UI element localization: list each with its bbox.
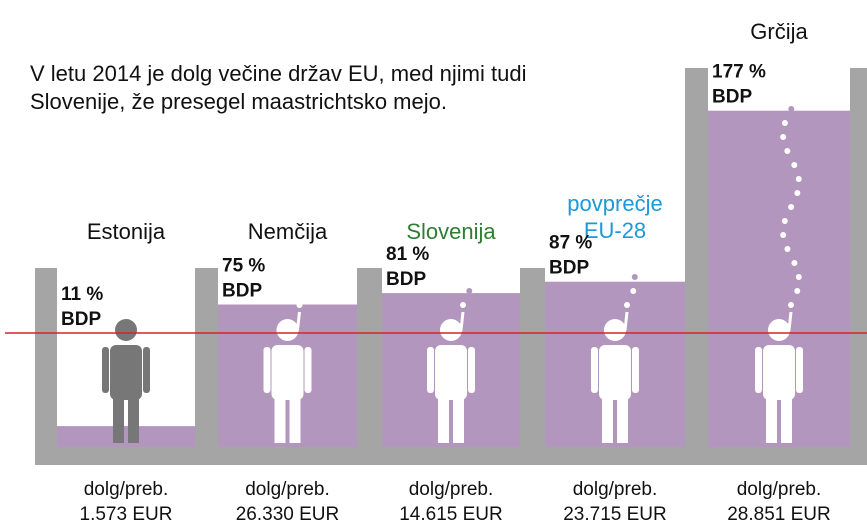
bubble (782, 218, 788, 224)
person-leg (128, 398, 139, 443)
bubble (466, 288, 472, 294)
bubble (624, 302, 630, 308)
bubble (794, 288, 800, 294)
footer-label: dolg/preb. (245, 479, 330, 500)
bubble (460, 302, 466, 308)
footer-label: dolg/preb. (84, 479, 169, 500)
label-line: EU-28 (584, 218, 646, 243)
debt-per-capita: 28.851 EUR (727, 504, 831, 525)
person-leg (617, 398, 628, 443)
value-label: 11 % (61, 284, 103, 305)
bubble (788, 302, 794, 308)
bubble (796, 274, 802, 280)
value-label: 177 % (712, 62, 766, 83)
person-body (599, 345, 631, 400)
bubble (791, 162, 797, 168)
person-arm (143, 347, 150, 393)
person-head (768, 319, 790, 341)
person-arm (591, 347, 598, 393)
debt-per-capita: 1.573 EUR (80, 504, 173, 525)
person-leg (602, 398, 613, 443)
footer-label: dolg/preb. (737, 479, 822, 500)
value-label: 81 % (386, 244, 429, 265)
person-body (110, 345, 142, 400)
label-line: povprečje (567, 191, 662, 216)
debt-per-capita: 23.715 EUR (563, 504, 667, 525)
person-leg (113, 398, 124, 443)
person-body (763, 345, 795, 400)
title-line: V letu 2014 je dolg večine držav EU, med… (30, 61, 526, 86)
unit-label: BDP (712, 87, 752, 108)
tank-wall (685, 68, 708, 447)
person-leg (290, 398, 301, 443)
footer-label: dolg/preb. (573, 479, 658, 500)
person-body (435, 345, 467, 400)
person-leg (453, 398, 464, 443)
person-leg (438, 398, 449, 443)
person-arm (264, 347, 271, 393)
unit-label: BDP (549, 258, 589, 279)
page: {"chart_data": {"type": "tank", "title_l… (0, 0, 867, 525)
unit-label: BDP (386, 269, 426, 290)
debt-per-capita: 14.615 EUR (399, 504, 503, 525)
bubble (780, 232, 786, 238)
person-leg (781, 398, 792, 443)
category-label: Nemčija (248, 219, 328, 244)
person-head (604, 319, 626, 341)
bubble (784, 246, 790, 252)
value-label: 75 % (222, 256, 265, 277)
person-head (115, 319, 137, 341)
bubble (796, 176, 802, 182)
bubble (788, 204, 794, 210)
tank-wall (357, 268, 382, 447)
footer-label: dolg/preb. (409, 479, 494, 500)
bubble (782, 120, 788, 126)
person-arm (427, 347, 434, 393)
title-line: Slovenije, že presegel maastrichtsko mej… (30, 89, 447, 114)
tank-floor (35, 447, 867, 465)
unit-label: BDP (61, 309, 101, 330)
person-arm (755, 347, 762, 393)
bubble (791, 260, 797, 266)
bubble (788, 106, 794, 112)
chart: V letu 2014 je dolg večine držav EU, med… (0, 0, 867, 525)
category-label: Slovenija (406, 219, 496, 244)
person-arm (468, 347, 475, 393)
bubble (630, 288, 636, 294)
person-arm (102, 347, 109, 393)
bubble (632, 274, 638, 280)
unit-label: BDP (222, 281, 262, 302)
tank-wall (35, 268, 57, 447)
value-label: 87 % (549, 233, 592, 254)
person-leg (766, 398, 777, 443)
bubble (780, 134, 786, 140)
person-head (277, 319, 299, 341)
person-head (440, 319, 462, 341)
person-arm (305, 347, 312, 393)
debt-fill (57, 426, 195, 447)
bubble (794, 190, 800, 196)
tank-wall (850, 68, 867, 447)
tank-wall (520, 268, 545, 447)
debt-per-capita: 26.330 EUR (236, 504, 340, 525)
category-label: Estonija (87, 219, 166, 244)
person-body (272, 345, 304, 400)
person-arm (632, 347, 639, 393)
person-arm (796, 347, 803, 393)
category-label: Grčija (750, 19, 808, 44)
tank-wall (195, 268, 218, 447)
bubble (297, 302, 303, 308)
person-leg (275, 398, 286, 443)
bubble (784, 148, 790, 154)
person (102, 319, 150, 443)
